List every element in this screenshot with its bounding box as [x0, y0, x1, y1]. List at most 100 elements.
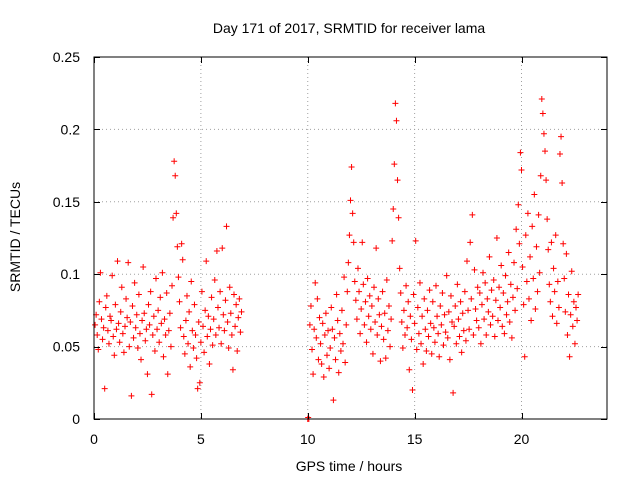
data-point	[535, 211, 542, 218]
x-tick-label: 15	[407, 431, 423, 447]
data-point	[119, 330, 126, 337]
data-point	[157, 294, 164, 301]
data-point	[412, 237, 419, 244]
data-point	[112, 301, 119, 308]
data-point	[204, 333, 211, 340]
data-point	[416, 279, 423, 286]
data-point	[403, 282, 410, 289]
data-point	[514, 285, 521, 292]
y-tick-label: 0	[72, 411, 80, 427]
data-point	[537, 172, 544, 179]
data-point	[536, 269, 543, 276]
data-point	[410, 291, 417, 298]
data-point	[237, 329, 244, 336]
data-point	[311, 326, 318, 333]
data-point	[389, 237, 396, 244]
data-point	[102, 304, 109, 311]
data-point	[196, 379, 203, 386]
data-point	[198, 288, 205, 295]
data-point	[107, 313, 114, 320]
data-point	[545, 246, 552, 253]
data-point	[574, 317, 581, 324]
data-point	[531, 191, 538, 198]
data-point	[193, 355, 200, 362]
data-point	[219, 245, 226, 252]
data-point	[507, 281, 514, 288]
data-point	[192, 332, 199, 339]
data-point	[156, 339, 163, 346]
data-point	[113, 326, 120, 333]
data-point	[114, 258, 121, 265]
data-point	[212, 332, 219, 339]
data-point	[327, 345, 334, 352]
data-point	[564, 332, 571, 339]
data-point	[534, 288, 541, 295]
data-point	[103, 292, 110, 299]
tick-labels: 0 5 10 15 20 0 0.05 0.1 0.15 0.2 0.25	[53, 49, 530, 447]
data-point	[325, 327, 332, 334]
data-point	[226, 284, 233, 291]
data-point	[344, 288, 351, 295]
data-point	[104, 327, 111, 334]
data-point	[149, 332, 156, 339]
data-point	[356, 288, 363, 295]
data-point	[513, 226, 520, 233]
data-point	[426, 287, 433, 294]
data-point	[501, 330, 508, 337]
data-point	[570, 298, 577, 305]
data-point	[110, 333, 117, 340]
data-point	[442, 329, 449, 336]
data-point	[123, 295, 130, 302]
data-point	[562, 308, 569, 315]
data-point	[208, 294, 215, 301]
data-point	[318, 360, 325, 367]
data-point	[231, 291, 238, 298]
data-point	[459, 310, 466, 317]
y-tick-label: 0.15	[53, 194, 80, 210]
data-point	[334, 317, 341, 324]
data-point	[163, 290, 170, 297]
data-point	[467, 239, 474, 246]
data-point	[207, 326, 214, 333]
x-tick-label: 10	[300, 431, 316, 447]
data-point	[543, 177, 550, 184]
data-point	[492, 297, 499, 304]
data-point	[133, 311, 140, 318]
data-point	[525, 295, 532, 302]
data-point	[555, 304, 562, 311]
data-point	[409, 387, 416, 394]
data-point	[131, 279, 138, 286]
data-point	[568, 268, 575, 275]
data-point	[414, 304, 421, 311]
data-point	[236, 295, 243, 302]
data-point	[407, 313, 414, 320]
data-point	[135, 291, 142, 298]
data-point	[392, 100, 399, 107]
data-point	[186, 308, 193, 315]
x-tick-label: 20	[514, 431, 530, 447]
data-point	[408, 336, 415, 343]
data-point	[160, 353, 167, 360]
data-point	[354, 265, 361, 272]
data-point	[221, 327, 228, 334]
data-point	[488, 287, 495, 294]
data-point	[415, 330, 422, 337]
data-point	[129, 303, 136, 310]
data-point	[524, 210, 531, 217]
data-point	[349, 210, 356, 217]
data-point	[177, 324, 184, 331]
data-point	[366, 292, 373, 299]
data-point	[398, 318, 405, 325]
data-point	[455, 316, 462, 323]
data-point	[508, 334, 515, 341]
data-point	[435, 330, 442, 337]
data-point	[558, 133, 565, 140]
data-point	[176, 298, 183, 305]
data-point	[429, 298, 436, 305]
data-point	[440, 342, 447, 349]
data-point	[115, 320, 122, 327]
data-point	[425, 333, 432, 340]
data-point	[451, 323, 458, 330]
data-point	[222, 297, 229, 304]
